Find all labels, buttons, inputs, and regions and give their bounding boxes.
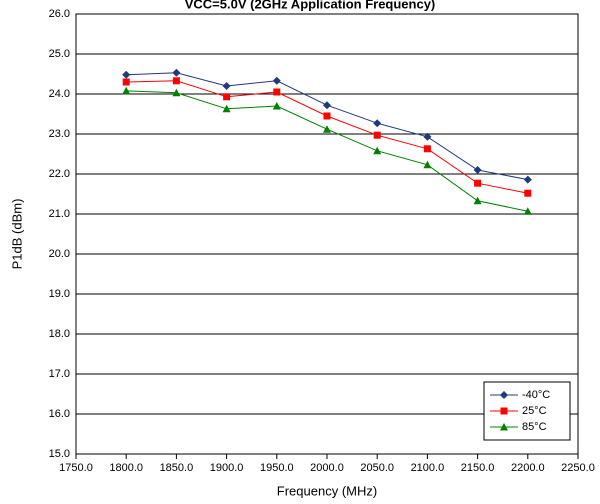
y-tick-label: 25.0: [49, 48, 70, 60]
x-tick-label: 2200.0: [511, 462, 545, 474]
x-tick-label: 2000.0: [310, 462, 344, 474]
x-tick-label: 1900.0: [210, 462, 244, 474]
x-tick-label: 2250.0: [561, 462, 595, 474]
marker: [222, 82, 231, 90]
y-tick-label: 26.0: [49, 8, 70, 20]
marker: [423, 145, 431, 153]
marker: [473, 196, 482, 205]
y-tick-label: 24.0: [49, 88, 70, 100]
marker: [523, 175, 532, 184]
y-tick-label: 18.0: [49, 328, 70, 340]
marker: [500, 407, 508, 415]
marker: [373, 146, 382, 155]
legend-label: 85°C: [522, 421, 547, 433]
legend-label: 25°C: [522, 405, 547, 417]
marker: [172, 88, 181, 97]
legend: -40°C 25°C 85°C: [483, 381, 571, 441]
y-tick-label: 23.0: [49, 128, 70, 140]
marker: [172, 68, 181, 77]
marker: [524, 189, 532, 197]
y-tick-label: 16.0: [49, 408, 70, 420]
x-tick-label: 1750.0: [59, 462, 93, 474]
x-axis-label: Frequency (MHz): [277, 483, 377, 498]
marker: [323, 125, 331, 133]
y-tick-label: 19.0: [49, 288, 70, 300]
marker: [272, 102, 281, 110]
marker: [323, 101, 331, 110]
marker: [373, 131, 381, 139]
x-tick-label: 1850.0: [160, 462, 194, 474]
chart-title: VCC=5.0V (2GHz Application Frequency): [185, 0, 436, 11]
y-tick-label: 22.0: [49, 168, 70, 180]
marker: [500, 391, 508, 399]
marker: [423, 160, 432, 169]
marker: [523, 207, 532, 215]
marker: [172, 77, 180, 85]
marker: [373, 119, 382, 128]
x-tick-label: 1950.0: [260, 462, 294, 474]
x-tick-label: 2100.0: [411, 462, 445, 474]
marker: [474, 179, 482, 187]
marker: [122, 86, 131, 95]
marker: [122, 70, 131, 79]
marker: [423, 132, 432, 141]
marker: [500, 423, 508, 431]
marker: [473, 166, 482, 174]
x-tick-label: 2050.0: [360, 462, 394, 474]
y-tick-label: 15.0: [49, 448, 70, 460]
plot-frame: [75, 13, 579, 455]
series-line: [126, 80, 528, 194]
y-tick-label: 21.0: [49, 208, 70, 220]
legend-label: -40°C: [522, 389, 550, 401]
y-tick-label: 20.0: [49, 248, 70, 260]
marker: [222, 104, 231, 113]
x-tick-label: 1800.0: [109, 462, 143, 474]
marker: [272, 76, 281, 85]
x-tick-label: 2150.0: [461, 462, 495, 474]
marker: [323, 112, 331, 120]
marker: [273, 88, 281, 96]
marker: [122, 78, 130, 86]
marker: [223, 93, 231, 101]
y-tick-label: 17.0: [49, 368, 70, 380]
y-axis-label: P1dB (dBm): [9, 199, 24, 270]
